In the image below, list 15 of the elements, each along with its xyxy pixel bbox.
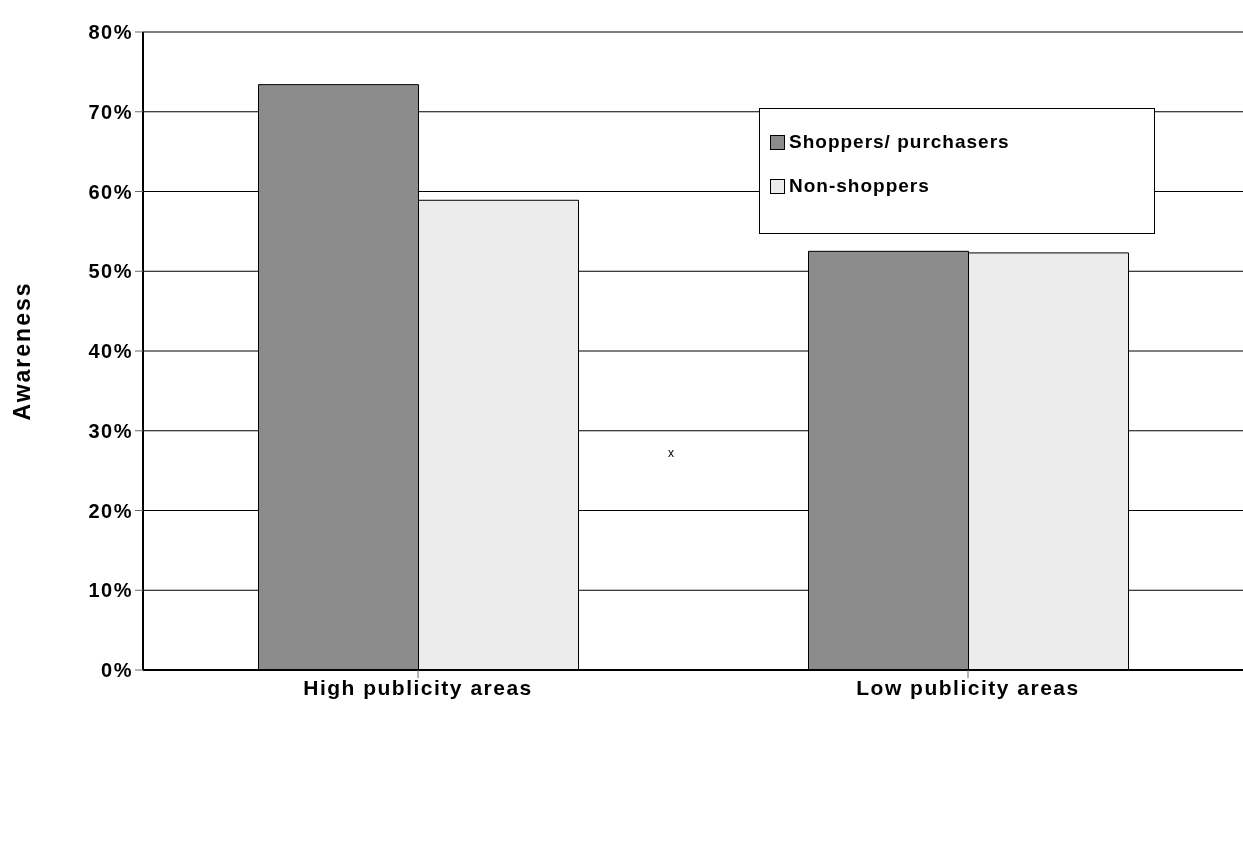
y-tick-label: 50% [88, 260, 133, 283]
y-tick-label: 40% [88, 340, 133, 363]
y-tick-label: 10% [88, 579, 133, 602]
y-axis-title: Awareness [9, 281, 36, 421]
y-tick-label: 70% [88, 100, 133, 123]
y-tick-label: 0% [101, 659, 133, 682]
x-tick-label: High publicity areas [303, 675, 533, 699]
legend-label: Shoppers/ purchasers [789, 131, 1010, 153]
legend-label: Non-shoppers [789, 175, 930, 197]
x-tick-label: Low publicity areas [856, 675, 1080, 699]
y-tick-label: 60% [88, 180, 133, 203]
y-tick-label: 80% [88, 21, 133, 44]
y-tick-label: 30% [88, 419, 133, 442]
y-tick-label: 20% [88, 499, 133, 522]
annotation: x [668, 446, 674, 460]
